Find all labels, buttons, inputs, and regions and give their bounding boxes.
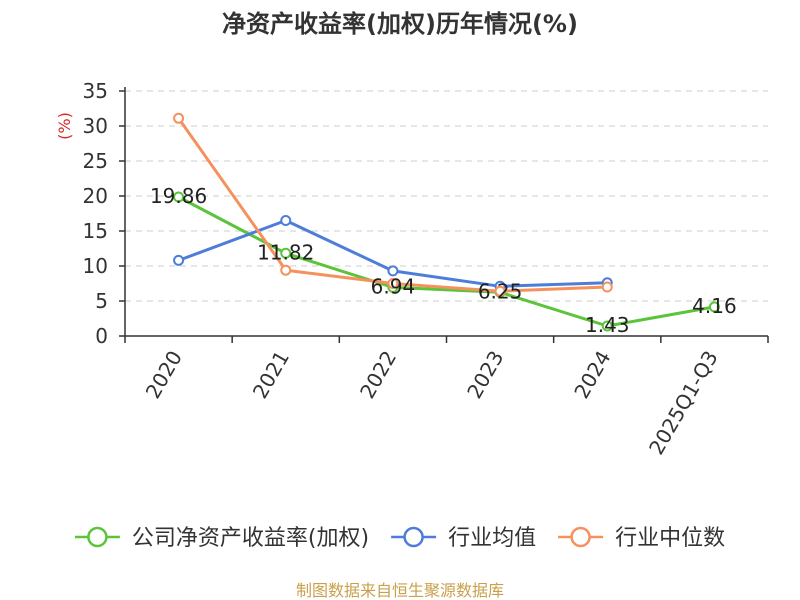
data-label: 19.86 [150, 184, 207, 208]
y-tick-label: 20 [83, 184, 108, 208]
data-label: 4.16 [692, 294, 737, 318]
data-label: 6.94 [371, 274, 416, 298]
chart-title: 净资产收益率(加权)历年情况(%) [222, 10, 578, 38]
legend-item-3[interactable]: 行业中位数 [558, 526, 725, 551]
data-point [280, 247, 292, 259]
y-axis: 0 5 10 15 20 25 30 35 [83, 79, 126, 348]
y-tick-label: 25 [83, 149, 108, 173]
data-label: 1.43 [585, 313, 630, 337]
legend-label: 行业均值 [448, 526, 536, 551]
legend-label: 公司净资产收益率(加权) [132, 526, 369, 551]
data-labels: 19.86 11.82 6.94 6.25 1.43 4.16 [150, 184, 737, 337]
y-tick-label: 15 [83, 219, 108, 243]
y-tick-label: 5 [95, 289, 108, 313]
y-tick-label: 30 [83, 114, 108, 138]
grid-lines [125, 90, 768, 302]
data-label: 6.25 [478, 279, 523, 303]
series-1 [173, 191, 720, 332]
data-point [280, 264, 292, 276]
data-point [387, 265, 399, 277]
series-line [177, 116, 609, 293]
data-point [387, 278, 399, 289]
x-tick-label: 2020 [141, 347, 187, 403]
data-point [601, 281, 613, 293]
x-axis: 2020 2021 2022 2023 2024 2025Q1-Q3 [124, 335, 769, 459]
x-tick-label: 2024 [569, 347, 615, 403]
data-point [601, 320, 613, 332]
legend-marker-icon [570, 526, 591, 548]
series-group [173, 112, 720, 332]
y-tick-label: 0 [95, 324, 108, 348]
source-note: 制图数据来自恒生聚源数据库 [296, 581, 504, 600]
y-tick-label: 35 [83, 79, 108, 103]
legend-label: 行业中位数 [615, 526, 725, 551]
legend-marker-icon [87, 526, 108, 548]
y-axis-label: (%) [55, 112, 74, 140]
data-point [280, 215, 292, 226]
legend-item-2[interactable]: 行业均值 [391, 526, 536, 551]
x-tick-label: 2023 [462, 347, 508, 403]
legend-item-1[interactable]: 公司净资产收益率(加权) [74, 526, 369, 551]
y-tick-label: 10 [83, 254, 108, 278]
legend: 公司净资产收益率(加权) 行业均值 行业中位数 [74, 526, 725, 551]
data-point [173, 254, 185, 266]
series-3 [173, 112, 613, 297]
data-point [708, 301, 720, 313]
data-label: 11.82 [257, 240, 314, 264]
data-point [494, 285, 506, 297]
data-point [173, 112, 185, 124]
x-tick-label: 2025Q1-Q3 [644, 347, 723, 459]
x-tick-label: 2022 [355, 347, 401, 403]
legend-marker-icon [403, 526, 424, 548]
data-point [173, 191, 185, 203]
x-tick-label: 2021 [248, 347, 294, 403]
